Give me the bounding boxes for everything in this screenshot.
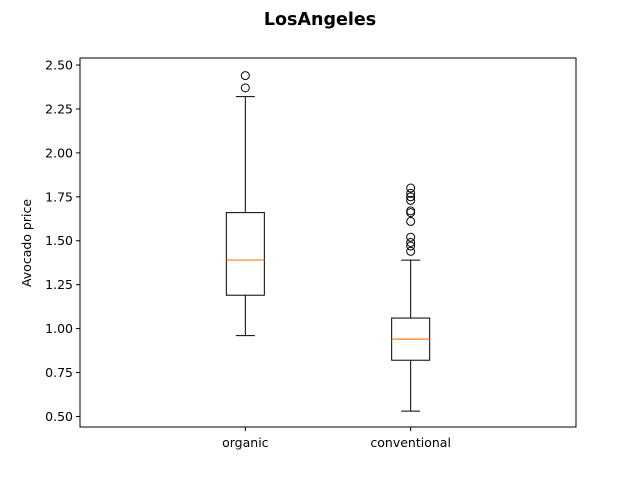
outlier-point bbox=[406, 241, 416, 251]
x-tick-label: organic bbox=[222, 435, 269, 450]
outlier-point bbox=[406, 238, 416, 247]
y-tick-label: 1.00 bbox=[45, 321, 73, 336]
x-tick-label: conventional bbox=[370, 435, 451, 450]
outlier-point bbox=[406, 246, 416, 256]
plot-frame bbox=[79, 57, 577, 428]
outlier-point bbox=[406, 188, 416, 198]
outlier-point bbox=[406, 208, 416, 218]
x-axis: organic conventional bbox=[222, 427, 451, 450]
y-tick-label: 1.50 bbox=[45, 233, 73, 248]
box-organic bbox=[225, 71, 265, 337]
y-tick-label: 0.50 bbox=[45, 409, 73, 424]
outlier-point bbox=[406, 206, 416, 216]
plot-area bbox=[225, 71, 431, 412]
y-axis-label: Avocado price bbox=[19, 199, 34, 287]
iqr-box bbox=[225, 212, 265, 296]
outlier-point bbox=[406, 232, 416, 242]
outlier-point bbox=[406, 192, 416, 202]
outlier-point bbox=[406, 183, 416, 193]
y-tick-label: 0.75 bbox=[45, 365, 73, 380]
outlier-point bbox=[240, 71, 250, 81]
y-tick-label: 2.25 bbox=[45, 101, 73, 116]
box-conventional bbox=[391, 183, 431, 412]
y-tick-label: 2.00 bbox=[45, 145, 73, 160]
outlier-point bbox=[406, 195, 416, 205]
outlier-point bbox=[406, 216, 416, 226]
y-tick-label: 1.75 bbox=[45, 189, 73, 204]
outlier-point bbox=[240, 83, 250, 93]
y-axis: 0.50 0.75 1.00 1.25 1.50 1.75 2.00 2.25 2.50 bbox=[45, 58, 80, 424]
chart-title: LosAngeles bbox=[264, 10, 376, 30]
y-tick-label: 1.25 bbox=[45, 277, 73, 292]
y-tick-label: 2.50 bbox=[45, 58, 73, 73]
